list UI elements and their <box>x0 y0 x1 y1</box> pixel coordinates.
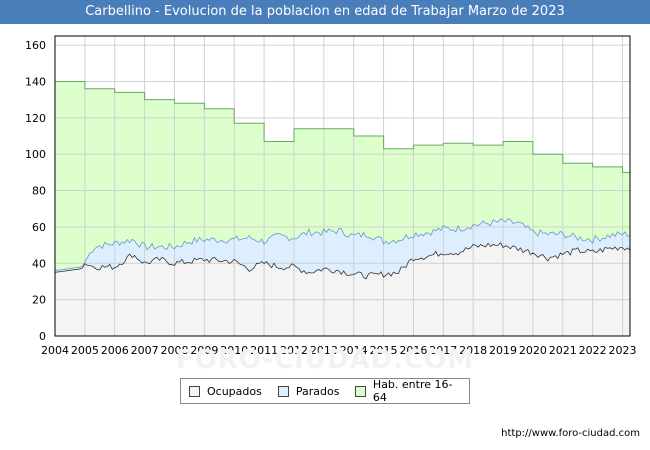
ocupados-area <box>55 242 630 336</box>
y-tick-label: 80 <box>32 185 46 198</box>
y-tick-label: 140 <box>25 75 46 88</box>
y-tick-label: 20 <box>32 294 46 307</box>
parados-series-line <box>54 218 631 271</box>
x-tick-label: 2022 <box>579 344 607 357</box>
legend-item-ocupados: Ocupados <box>189 385 262 398</box>
x-tick-label: 2008 <box>160 344 188 357</box>
legend-item-parados: Parados <box>277 384 340 398</box>
x-tick-label: 2011 <box>250 344 278 357</box>
y-tick-label: 120 <box>25 112 46 125</box>
x-tick-label: 2021 <box>549 344 577 357</box>
x-tick-label: 2005 <box>71 344 99 357</box>
y-tick-label: 40 <box>32 257 46 270</box>
x-tick-label: 2013 <box>310 344 338 357</box>
x-tick-label: 2023 <box>609 344 637 357</box>
legend-swatch-parados <box>277 385 289 397</box>
ocupados-series-line <box>54 242 631 280</box>
plot-frame <box>54 35 631 337</box>
y-tick-label: 160 <box>25 39 46 52</box>
y-tick-label: 60 <box>32 221 46 234</box>
legend-item-hab: Hab. entre 16-64 <box>355 378 461 404</box>
x-tick-label: 2019 <box>489 344 517 357</box>
legend-label-ocupados: Ocupados <box>207 384 262 398</box>
x-tick-label: 2009 <box>190 344 218 357</box>
x-tick-label: 2014 <box>340 344 368 357</box>
watermark-text: FORO-CIUDAD.COM <box>175 345 475 375</box>
x-tick-label: 2012 <box>280 344 308 357</box>
legend-swatch-ocupados <box>189 385 200 397</box>
x-tick-label: 2004 <box>41 344 69 357</box>
hab-series-line <box>55 81 630 173</box>
x-tick-label: 2010 <box>220 344 248 357</box>
legend-swatch-hab <box>355 385 366 397</box>
legend-label-hab: Hab. entre 16-64 <box>372 378 453 404</box>
chart-legend: Ocupados Parados Hab. entre 16-64 <box>180 378 470 404</box>
x-tick-label: 2006 <box>101 344 129 357</box>
x-tick-label: 2007 <box>131 344 159 357</box>
footer-url: http://www.foro-ciudad.com <box>501 428 640 439</box>
y-tick-label: 0 <box>39 330 46 343</box>
x-tick-label: 2018 <box>459 344 487 357</box>
x-tick-label: 2017 <box>429 344 457 357</box>
y-tick-label: 100 <box>25 148 46 161</box>
legend-label-parados: Parados <box>295 384 340 398</box>
chart-title: Carbellino - Evolucion de la poblacion e… <box>0 0 650 24</box>
x-tick-label: 2020 <box>519 344 547 357</box>
x-tick-label: 2016 <box>399 344 427 357</box>
x-tick-label: 2015 <box>370 344 398 357</box>
